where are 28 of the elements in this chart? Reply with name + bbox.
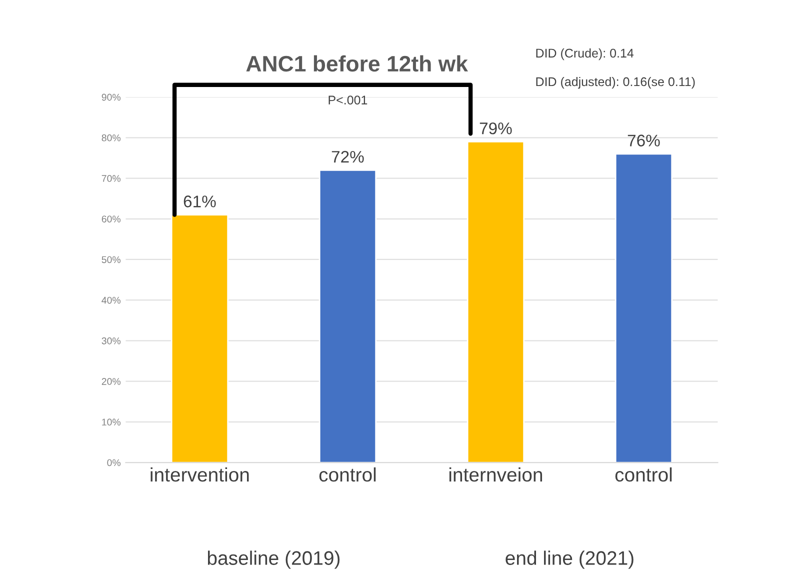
x-tick-label: control bbox=[319, 467, 376, 482]
text: end line (2021) bbox=[506, 550, 634, 569]
text: DID (Crude): 0.14 bbox=[536, 48, 634, 60]
y-tick-label: 0% bbox=[107, 459, 120, 466]
y-tick-label: 10% bbox=[102, 418, 120, 426]
x-tick-label: intervention bbox=[150, 467, 249, 482]
data-label: 79% bbox=[480, 122, 512, 134]
y-tick-label: 50% bbox=[102, 256, 120, 264]
y-tick-label: 70% bbox=[102, 175, 120, 182]
data-label: 76% bbox=[628, 134, 660, 146]
bar bbox=[466, 141, 525, 463]
x-tick-label: control bbox=[615, 467, 672, 482]
y-tick-label: 30% bbox=[102, 337, 120, 344]
x-tick-label: internveion bbox=[449, 467, 542, 482]
bar bbox=[614, 153, 673, 463]
bar bbox=[318, 169, 377, 463]
data-label: 72% bbox=[332, 150, 364, 163]
y-tick-label: 60% bbox=[102, 216, 120, 222]
y-tick-label: 20% bbox=[102, 378, 120, 385]
text: DID (adjusted): 0.16(se 0.11) bbox=[536, 76, 695, 89]
y-tick-label: 90% bbox=[102, 94, 120, 101]
data-label: 61% bbox=[184, 196, 216, 208]
bar bbox=[170, 214, 229, 463]
y-tick-label: 40% bbox=[102, 296, 120, 304]
text: baseline (2019) bbox=[208, 550, 340, 569]
chart-title: ANC1 before 12th wk bbox=[246, 55, 468, 72]
annotation: P<.001 bbox=[328, 96, 368, 104]
y-tick-label: 80% bbox=[102, 134, 120, 142]
